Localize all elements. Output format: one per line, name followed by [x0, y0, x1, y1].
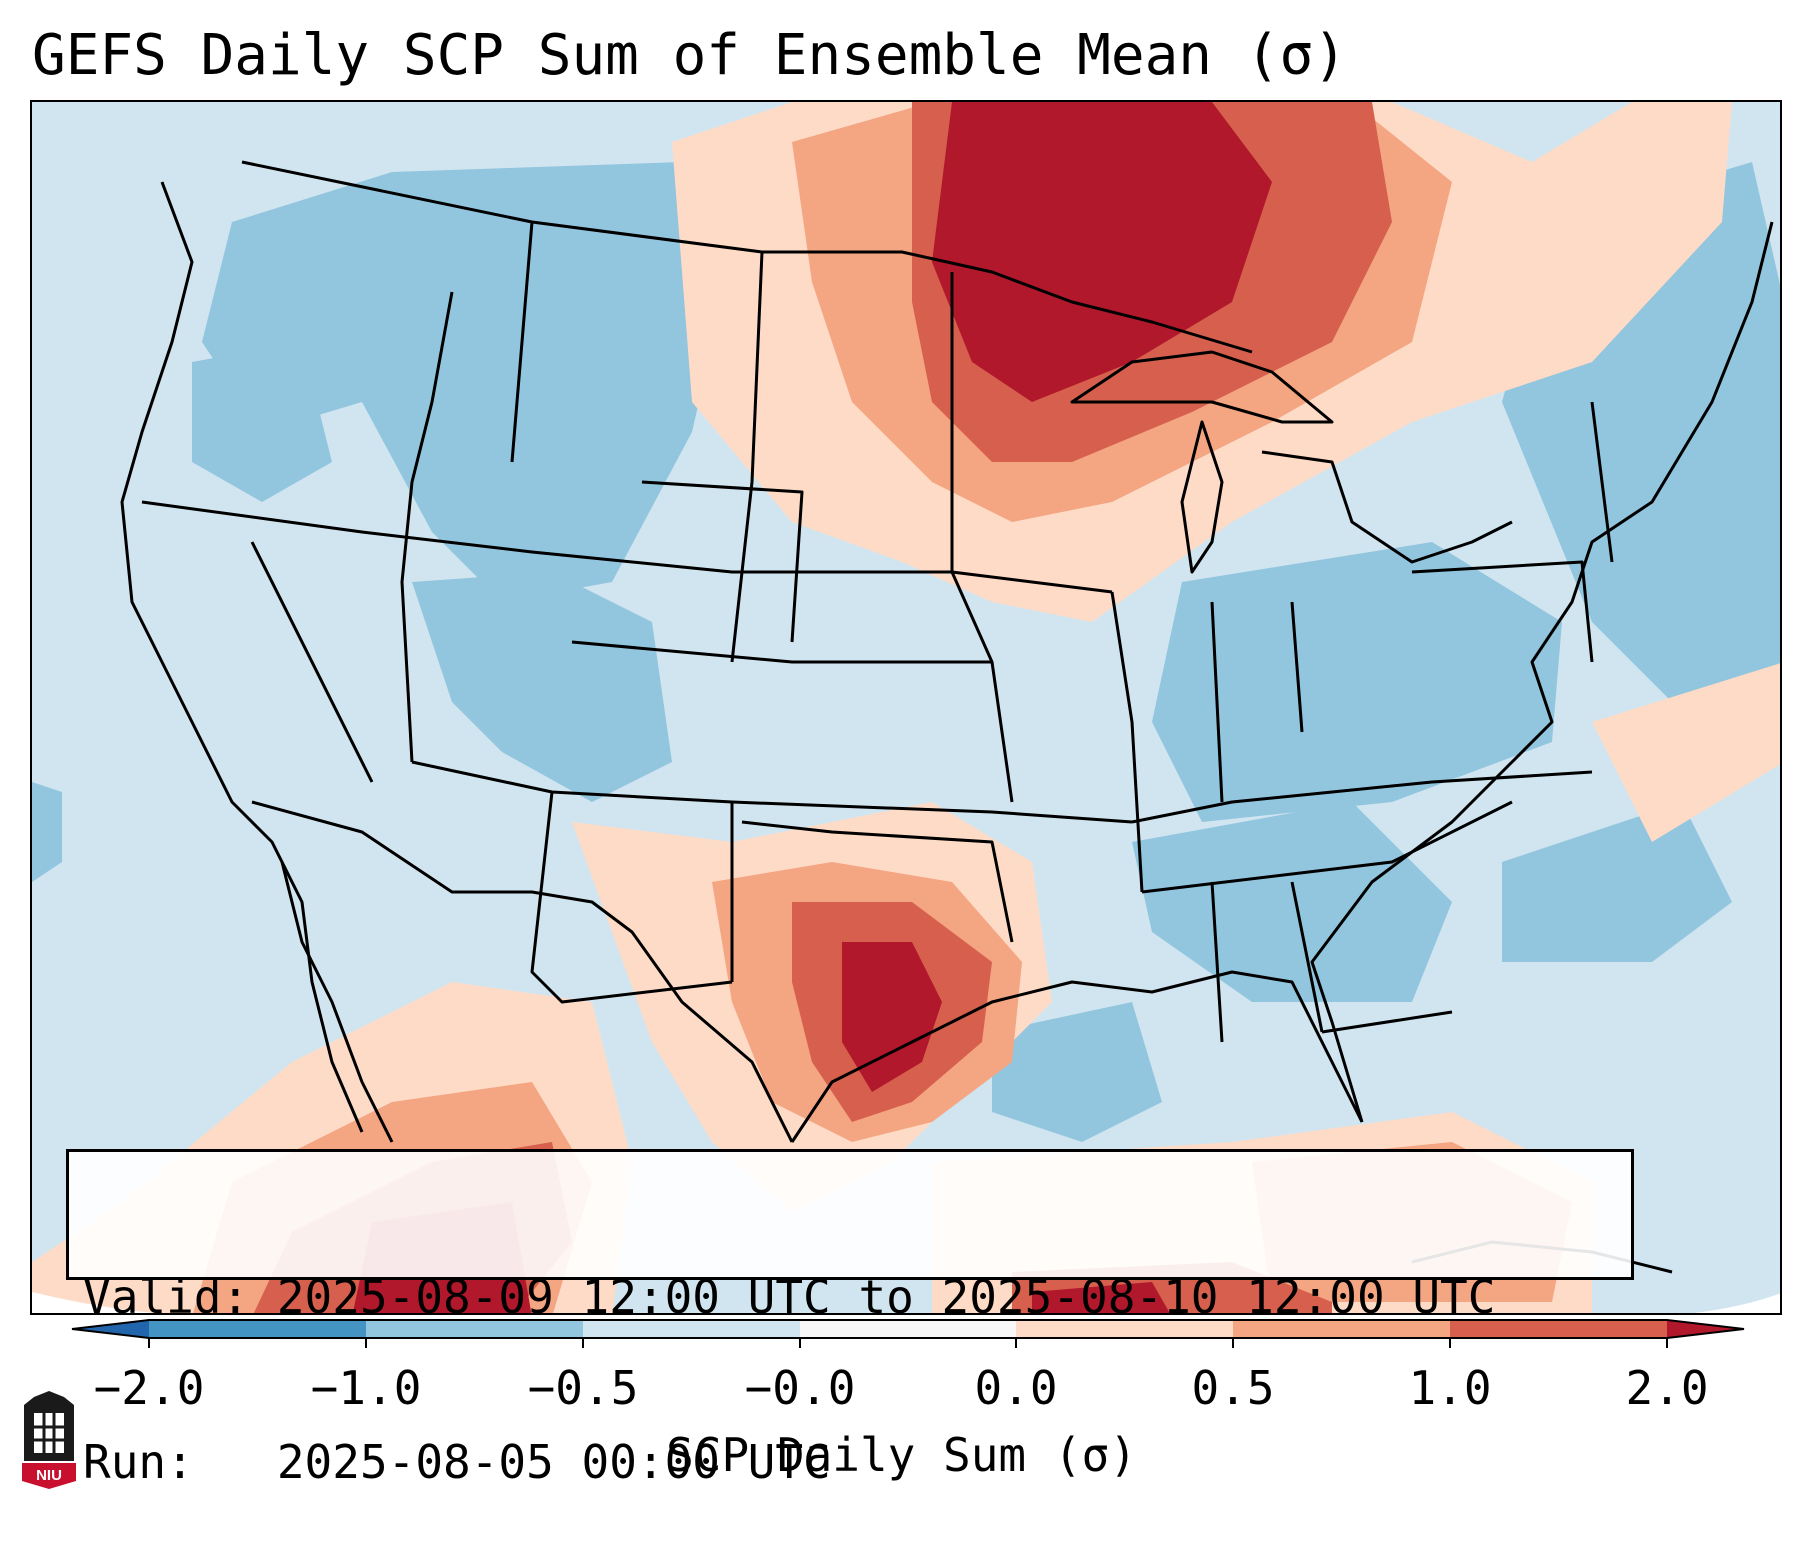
colorbar-ticks: [148, 1338, 1668, 1348]
state-line-5: [411, 760, 1133, 824]
state-line-22: [1590, 401, 1614, 563]
state-line-16: [1210, 881, 1224, 1043]
colorbar-bin-5: [1016, 1320, 1233, 1338]
colorbar-label: SCP Daily Sum (σ): [666, 1428, 1137, 1482]
gulf-coast: [790, 970, 1364, 1143]
state-line-6: [530, 791, 733, 1004]
anomaly-northern-rockies: [202, 162, 722, 602]
colorbar-bin-0: [72, 1320, 149, 1338]
anomaly-minnesota-ontario: [932, 102, 1272, 402]
state-line-12: [1131, 770, 1593, 824]
state-line-3: [400, 291, 454, 763]
state-line-8: [741, 820, 1014, 943]
colorbar-bin-8: [1667, 1320, 1744, 1338]
state-line-19: [250, 541, 374, 783]
anomaly-central-texas: [842, 942, 942, 1092]
run-time-text: Run: 2025-08-05 00:00 UTC: [83, 1435, 831, 1489]
us-mexico-border: [251, 800, 794, 1143]
negative-moderate-regions: [32, 162, 1780, 1142]
west-coast: [120, 181, 364, 1133]
state-line-11: [1141, 800, 1513, 894]
anomaly-western-atlantic: [1502, 802, 1732, 962]
colorbar-bin-4: [800, 1320, 1016, 1338]
anomaly-field: [32, 102, 1780, 1313]
state-line-13: [1210, 601, 1224, 803]
map-canvas: [32, 102, 1780, 1313]
anomaly-gulf: [992, 1002, 1162, 1142]
colorbar-bin-7: [1450, 1320, 1667, 1338]
logo-window: [34, 1413, 64, 1453]
logo-shield: [22, 1463, 76, 1489]
state-line-9: [950, 272, 1014, 803]
niu-logo: NIU: [22, 1391, 76, 1489]
state-line-1: [510, 221, 534, 463]
colorbar-tick-label: −0.0: [744, 1361, 856, 1415]
anomaly-pacific-edge: [32, 782, 62, 882]
great-lakes-huron-erie: [1261, 450, 1513, 564]
us-canada-border: [241, 160, 1253, 354]
state-line-10: [1110, 591, 1144, 893]
colorbar-tick-label: 1.0: [1408, 1361, 1492, 1415]
colorbar-tick-label: −0.5: [527, 1361, 639, 1415]
chart-title: GEFS Daily SCP Sum of Ensemble Mean (σ): [32, 23, 1347, 88]
anomaly-pacific-nw: [192, 342, 332, 502]
projection-corner: [32, 1292, 154, 1313]
state-line-20: [641, 480, 804, 643]
colorbar-bin-2: [366, 1320, 583, 1338]
state-line-21: [571, 640, 992, 664]
colorbar-tick-label: 2.0: [1625, 1361, 1709, 1415]
colorbar-bin-1: [149, 1320, 366, 1338]
east-coast: [1310, 221, 1774, 1123]
map-panel: [30, 100, 1782, 1315]
anomaly-atlantic-halo: [1592, 663, 1780, 842]
anomaly-four-corners: [412, 572, 672, 802]
baja-coast: [280, 861, 394, 1143]
colorbar-tick-label: −2.0: [93, 1361, 205, 1415]
state-line-14: [1290, 601, 1304, 733]
colorbar-tick-label: 0.0: [974, 1361, 1058, 1415]
colorbar: [71, 1319, 1745, 1348]
colorbar-tick-label: 0.5: [1191, 1361, 1275, 1415]
boundaries: [120, 160, 1774, 1274]
projection-corner-right: [1694, 1293, 1780, 1313]
great-lakes-superior: [1070, 350, 1334, 424]
valid-time-text: Valid: 2025-08-09 12:00 UTC to 2025-08-1…: [83, 1270, 1496, 1324]
state-line-18: [1321, 1010, 1453, 1034]
anomaly-ohio-valley: [1152, 542, 1562, 822]
validity-info-box: Valid: 2025-08-09 12:00 UTC to 2025-08-1…: [66, 1149, 1634, 1489]
logo-grid: [34, 1413, 64, 1453]
logo-text: NIU: [36, 1467, 62, 1484]
state-line-4: [141, 500, 1113, 594]
state-line-15: [1411, 560, 1594, 663]
colorbar-bin-3: [583, 1320, 800, 1338]
anomaly-yucatan-north: [1032, 1282, 1170, 1313]
colorbar-bin-6: [1233, 1320, 1450, 1338]
anomaly-southeast: [1132, 802, 1452, 1002]
state-line-17: [1290, 881, 1324, 1033]
state-line-2: [730, 251, 764, 663]
colorbar-tick-label: −1.0: [310, 1361, 422, 1415]
great-lakes-michigan: [1180, 420, 1224, 574]
